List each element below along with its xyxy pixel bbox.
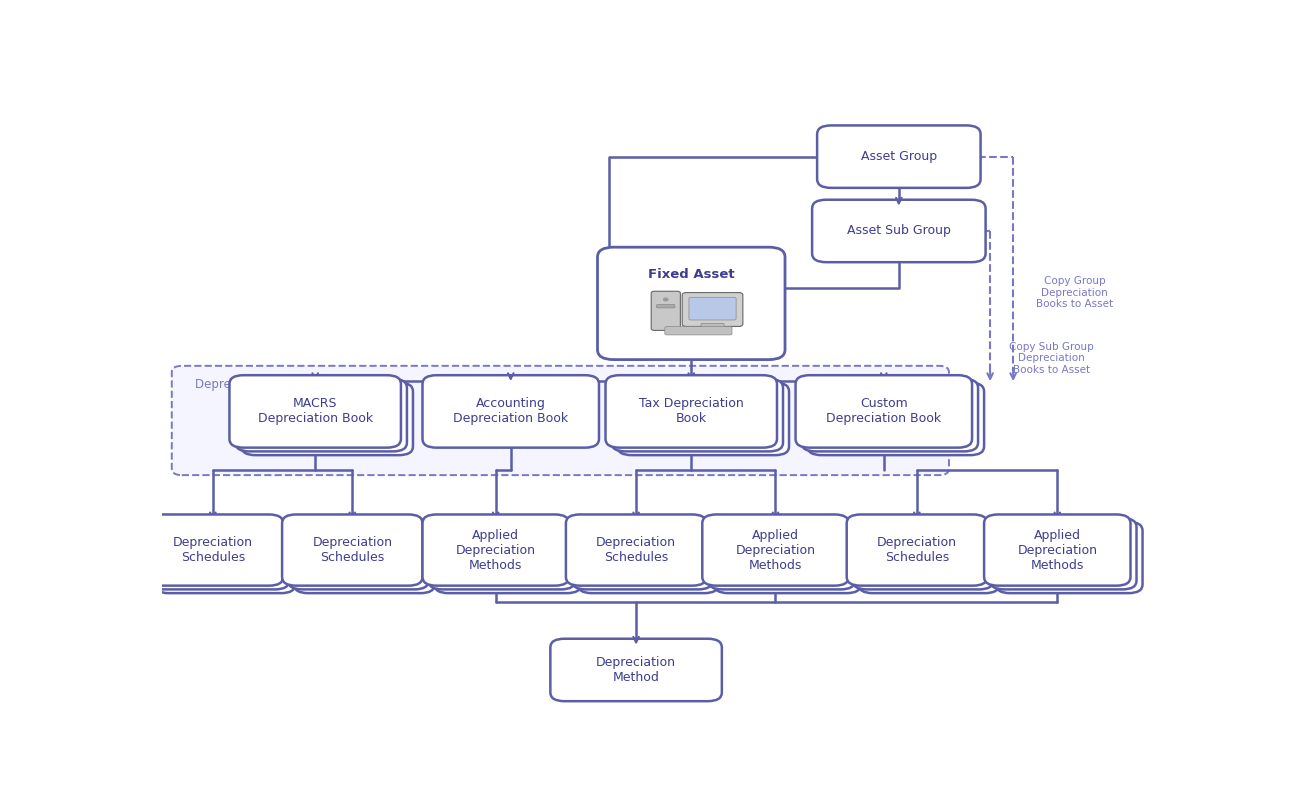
FancyBboxPatch shape (172, 366, 949, 475)
FancyBboxPatch shape (996, 522, 1143, 593)
FancyBboxPatch shape (242, 383, 413, 455)
Text: MACRS
Depreciation Book: MACRS Depreciation Book (258, 397, 373, 426)
FancyBboxPatch shape (422, 514, 569, 586)
FancyBboxPatch shape (565, 514, 707, 586)
FancyBboxPatch shape (617, 383, 789, 455)
FancyBboxPatch shape (665, 327, 732, 335)
FancyBboxPatch shape (714, 522, 861, 593)
FancyBboxPatch shape (990, 518, 1136, 590)
FancyBboxPatch shape (578, 522, 718, 593)
FancyBboxPatch shape (236, 379, 406, 452)
FancyBboxPatch shape (682, 293, 743, 327)
FancyBboxPatch shape (422, 375, 599, 448)
FancyBboxPatch shape (282, 514, 422, 586)
Text: Asset Sub Group: Asset Sub Group (846, 225, 951, 238)
FancyBboxPatch shape (294, 522, 435, 593)
FancyBboxPatch shape (846, 514, 987, 586)
FancyBboxPatch shape (807, 383, 985, 455)
Text: Depreciation
Schedules: Depreciation Schedules (597, 536, 675, 564)
FancyBboxPatch shape (606, 375, 776, 448)
FancyBboxPatch shape (229, 375, 401, 448)
Text: Copy Sub Group
Depreciation
Books to Asset: Copy Sub Group Depreciation Books to Ass… (1009, 341, 1093, 375)
Text: Accounting
Depreciation Book: Accounting Depreciation Book (453, 397, 568, 426)
FancyBboxPatch shape (651, 291, 681, 330)
Text: Tax Depreciation
Book: Tax Depreciation Book (639, 397, 744, 426)
FancyBboxPatch shape (612, 379, 783, 452)
FancyBboxPatch shape (550, 639, 722, 702)
FancyBboxPatch shape (708, 518, 855, 590)
FancyBboxPatch shape (985, 514, 1131, 586)
FancyBboxPatch shape (701, 324, 725, 328)
Circle shape (664, 298, 668, 301)
FancyBboxPatch shape (572, 518, 712, 590)
Text: Fixed Asset: Fixed Asset (648, 268, 735, 281)
FancyBboxPatch shape (428, 518, 575, 590)
FancyBboxPatch shape (813, 200, 986, 262)
FancyBboxPatch shape (859, 522, 999, 593)
FancyBboxPatch shape (817, 126, 981, 188)
Text: Asset Group: Asset Group (861, 150, 937, 163)
Text: Copy Group
Depreciation
Books to Asset: Copy Group Depreciation Books to Asset (1036, 277, 1113, 309)
FancyBboxPatch shape (801, 379, 978, 452)
Text: Depreciation Books: Depreciation Books (195, 378, 309, 392)
Text: Custom
Depreciation Book: Custom Depreciation Book (827, 397, 941, 426)
Text: Depreciation
Schedules: Depreciation Schedules (312, 536, 392, 564)
FancyBboxPatch shape (796, 375, 972, 448)
Text: Depreciation
Method: Depreciation Method (597, 656, 675, 684)
FancyBboxPatch shape (149, 518, 289, 590)
FancyBboxPatch shape (656, 305, 675, 308)
Text: Depreciation
Schedules: Depreciation Schedules (173, 536, 252, 564)
FancyBboxPatch shape (155, 522, 295, 593)
FancyBboxPatch shape (853, 518, 992, 590)
Text: Applied
Depreciation
Methods: Applied Depreciation Methods (735, 529, 815, 572)
FancyBboxPatch shape (142, 514, 283, 586)
FancyBboxPatch shape (435, 522, 581, 593)
Text: Depreciation
Schedules: Depreciation Schedules (877, 536, 956, 564)
Text: Applied
Depreciation
Methods: Applied Depreciation Methods (455, 529, 536, 572)
FancyBboxPatch shape (289, 518, 428, 590)
FancyBboxPatch shape (688, 298, 736, 320)
FancyBboxPatch shape (703, 514, 849, 586)
Text: Applied
Depreciation
Methods: Applied Depreciation Methods (1017, 529, 1097, 572)
FancyBboxPatch shape (598, 247, 785, 359)
